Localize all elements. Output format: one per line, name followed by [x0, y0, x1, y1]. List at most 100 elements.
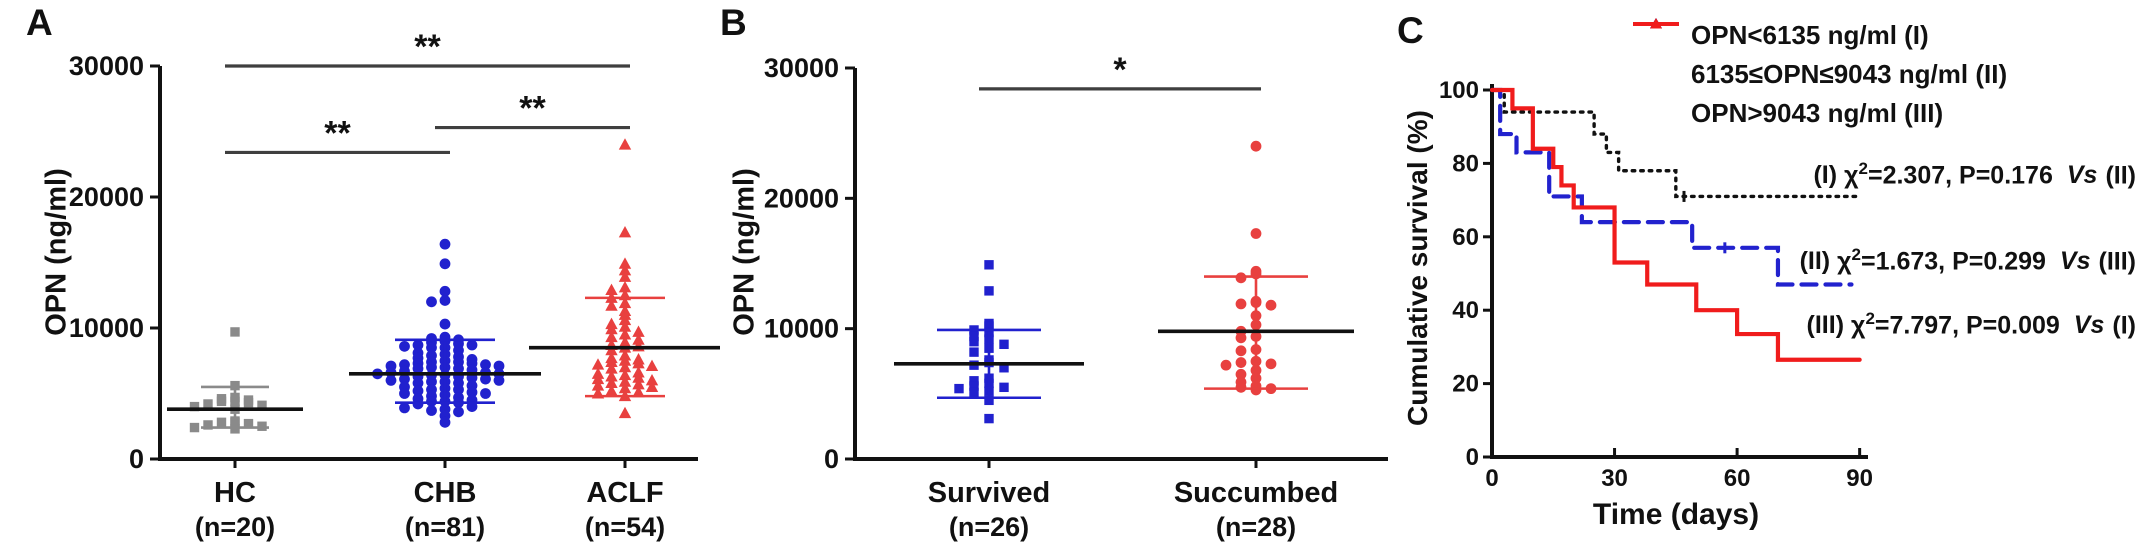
- mean-and-error-bars-survived: [894, 328, 1084, 400]
- chi-symbol: χ: [1837, 247, 1852, 276]
- stat-other-group: (III): [2098, 247, 2137, 276]
- data-point: [385, 375, 397, 386]
- data-point: [203, 399, 213, 409]
- stat-vs: Vs: [2073, 311, 2105, 340]
- data-point: [632, 377, 645, 390]
- data-point: [480, 359, 491, 371]
- data-point: [969, 347, 979, 357]
- data-point: [466, 386, 478, 398]
- axes: 0 10000 20000 30000 HC(n=20) CHB(n=81) ACLF(n=…: [69, 51, 698, 542]
- data-point: [426, 361, 437, 373]
- data-point: [999, 339, 1009, 350]
- data-point: [969, 376, 979, 386]
- axes: 0 10000 20000 30000 Survived(n=26) Succumbed(…: [764, 53, 1388, 542]
- legend-label-group2: 6135≤OPN≤9043 ng/ml (II): [1691, 59, 2008, 89]
- data-point: [605, 283, 618, 296]
- data-point: [439, 238, 451, 250]
- data-point: [1265, 358, 1277, 370]
- data-point: [216, 417, 227, 428]
- axis-text: 40: [1452, 297, 1479, 324]
- data-point: [954, 383, 964, 394]
- data-point: [632, 333, 645, 345]
- data-point: [605, 362, 618, 374]
- axis-text: HC: [214, 477, 256, 509]
- data-point: [618, 280, 632, 293]
- data-point: [591, 358, 605, 370]
- axis-text: **: [519, 90, 546, 128]
- data-point: [480, 373, 491, 385]
- stat-other-group: (I): [2112, 311, 2136, 340]
- data-point: [480, 388, 491, 399]
- data-point: [453, 406, 464, 418]
- panel-b: B OPN (ng/ml) 0 10000 20000 30000 Survived (n…: [700, 0, 1390, 554]
- data-point: [984, 413, 994, 424]
- data-point: [257, 400, 267, 410]
- data-point: [618, 263, 632, 276]
- data-point: [243, 397, 254, 408]
- data-point: [230, 327, 240, 337]
- data-point: [632, 356, 645, 369]
- data-point: [1235, 332, 1247, 344]
- axis-text: 30000: [69, 51, 144, 81]
- data-point: [426, 342, 437, 354]
- legend-item-group3: OPN>9043 ng/ml (III): [1633, 18, 2007, 133]
- panel-b-plot: 0 10000 20000 30000 Survived(n=26) Succumbed(…: [764, 51, 1388, 542]
- data-point: [1220, 359, 1232, 371]
- axis-text: 20000: [764, 183, 839, 213]
- axis-text: 30000: [764, 53, 839, 83]
- data-point: [257, 421, 267, 431]
- data-point: [203, 420, 213, 430]
- axes: 0 20 40 60 80 100 0 30 60 90: [1439, 77, 1873, 492]
- axis-text: 0: [129, 444, 144, 474]
- data-point: [189, 422, 200, 433]
- data-point: [969, 331, 979, 342]
- data-point: [618, 257, 632, 269]
- panel-a-letter: A: [26, 2, 53, 43]
- axis-text: 0: [1466, 444, 1479, 471]
- data-point: [969, 381, 979, 391]
- stat-vs: Vs: [2066, 161, 2098, 190]
- data-point: [618, 406, 632, 419]
- data-point: [618, 270, 632, 282]
- data-point: [645, 380, 659, 392]
- stat-group-label: (III): [1806, 311, 1845, 340]
- data-point: [1235, 357, 1247, 368]
- panel-c-x-axis-label: Time (days): [1592, 498, 1760, 531]
- axis-text: (n=28): [1216, 512, 1296, 542]
- data-point: [999, 363, 1009, 373]
- legend-item-group1: OPN<6135 ng/ml (I): [1633, 16, 2007, 55]
- axis-text: 100: [1439, 77, 1479, 104]
- data-point: [493, 375, 505, 386]
- panel-b-letter: B: [720, 2, 747, 43]
- axis-text: 10000: [764, 314, 839, 344]
- chi-symbol: χ: [1844, 161, 1859, 190]
- data-point: [605, 384, 618, 396]
- data-point: [984, 286, 994, 296]
- axis-text: 20: [1452, 371, 1479, 398]
- axis-text: (n=26): [949, 512, 1029, 542]
- mean-and-error-bars-succumbed: [1158, 275, 1354, 390]
- scatter-points-chb: [372, 238, 505, 428]
- data-point: [426, 376, 437, 388]
- data-point: [412, 398, 424, 410]
- significance-bar: **: [435, 90, 630, 130]
- data-point: [645, 374, 659, 386]
- panel-c: C Cumulative survival (%) 0 20 40 60 80 100 0 3…: [1390, 0, 2150, 554]
- stat-group-label: (I): [1813, 161, 1838, 190]
- data-point: [591, 379, 605, 391]
- data-point: [1250, 228, 1262, 239]
- data-point: [632, 371, 645, 383]
- data-point: [189, 401, 200, 412]
- panel-c-plot: 0 20 40 60 80 100 0 30 60 90: [1439, 77, 1873, 492]
- stat-group-label: (II): [1799, 247, 1831, 276]
- mean-and-error-bars-aclf: [529, 296, 720, 398]
- stat-values: =1.673, P=0.299: [1861, 247, 2046, 276]
- data-point: [984, 260, 994, 270]
- data-point: [426, 395, 437, 407]
- data-point: [632, 385, 645, 398]
- chi-square-stat-line-3: (III) χ2=7.797, P=0.009 Vs (I): [1807, 309, 2136, 340]
- data-point: [605, 370, 618, 382]
- chi-exponent: 2: [1851, 245, 1862, 264]
- data-point: [632, 325, 645, 337]
